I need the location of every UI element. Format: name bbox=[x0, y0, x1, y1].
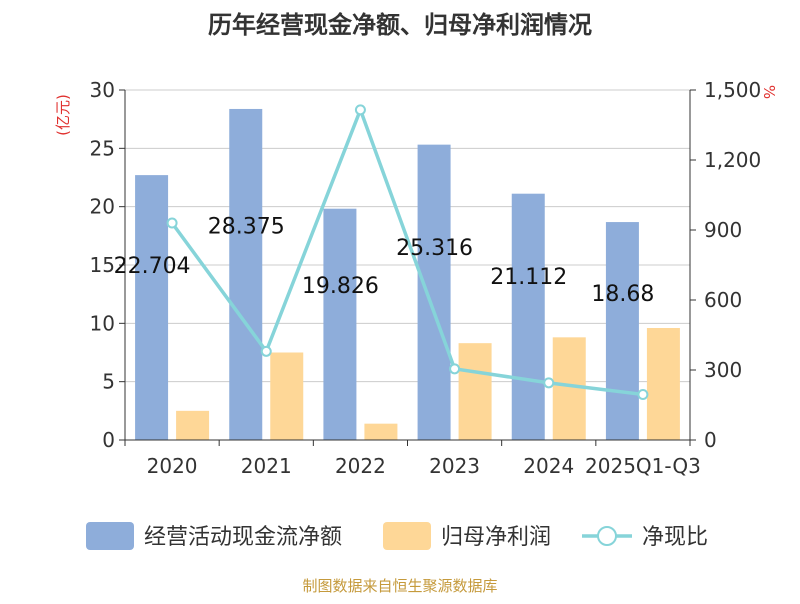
legend-label-cash-ratio: 净现比 bbox=[642, 525, 708, 550]
x-tick-label: 2024 bbox=[523, 454, 574, 478]
point-cash-ratio bbox=[354, 104, 366, 116]
line-layer bbox=[166, 104, 649, 400]
right-tick-label: 1,500 bbox=[704, 78, 761, 102]
right-tick-label: 900 bbox=[704, 218, 742, 242]
left-tick-label: 15 bbox=[90, 253, 115, 277]
legend-swatch-net-profit bbox=[383, 522, 431, 550]
labels-layer: 22.704 28.375 19.826 25.316 21.112 18.68 bbox=[114, 214, 655, 307]
right-tick-label: 600 bbox=[704, 288, 742, 312]
data-label-cashflow: 22.704 bbox=[114, 254, 191, 279]
left-axis-unit: (亿元) bbox=[54, 94, 72, 136]
left-tick-label: 5 bbox=[102, 370, 115, 394]
x-tick-label: 2022 bbox=[335, 454, 386, 478]
bar-cashflow bbox=[229, 108, 263, 440]
data-label-cashflow: 19.826 bbox=[302, 274, 379, 299]
point-cash-ratio bbox=[166, 217, 178, 229]
data-label-cashflow: 28.375 bbox=[208, 214, 285, 239]
left-tick-label: 0 bbox=[102, 428, 115, 452]
left-tick-label: 25 bbox=[90, 136, 115, 160]
bars-layer bbox=[135, 108, 680, 440]
bar-net-profit bbox=[270, 352, 304, 440]
line-cash-ratio bbox=[170, 104, 644, 397]
x-tick-label: 2021 bbox=[241, 454, 292, 478]
bar-cashflow bbox=[605, 222, 639, 440]
legend-label-cashflow: 经营活动现金流净额 bbox=[144, 525, 342, 550]
x-tick-label: 2020 bbox=[147, 454, 198, 478]
data-label-cashflow: 21.112 bbox=[490, 265, 567, 290]
right-tick-label: 300 bbox=[704, 358, 742, 382]
point-cash-ratio bbox=[260, 345, 272, 357]
bar-net-profit bbox=[458, 343, 492, 440]
point-cash-ratio bbox=[543, 377, 555, 389]
legend-marker-line bbox=[597, 526, 617, 546]
right-axis-unit: % bbox=[760, 85, 778, 99]
left-tick-label: 20 bbox=[90, 195, 115, 219]
bar-net-profit bbox=[552, 337, 586, 440]
source-text: 制图数据来自恒生聚源数据库 bbox=[302, 577, 497, 595]
bar-net-profit bbox=[646, 328, 680, 440]
left-tick-label: 30 bbox=[90, 78, 115, 102]
x-tick-label: 2023 bbox=[429, 454, 480, 478]
bar-net-profit bbox=[176, 410, 210, 440]
chart-title: 历年经营现金净额、归母净利润情况 bbox=[208, 11, 592, 39]
bar-cashflow bbox=[135, 175, 169, 440]
legend-swatch-cashflow bbox=[86, 522, 134, 550]
legend: 经营活动现金流净额 归母净利润 净现比 bbox=[86, 522, 708, 550]
right-tick-label: 1,200 bbox=[704, 148, 761, 172]
bar-net-profit bbox=[364, 423, 398, 440]
left-tick-label: 10 bbox=[90, 311, 115, 335]
point-cash-ratio bbox=[637, 389, 649, 400]
bar-cashflow bbox=[323, 208, 357, 440]
data-label-cashflow: 18.68 bbox=[591, 282, 654, 307]
legend-label-net-profit: 归母净利润 bbox=[441, 525, 551, 550]
x-tick-label: 2025Q1-Q3 bbox=[585, 454, 701, 478]
grid-layer bbox=[125, 89, 690, 383]
point-cash-ratio bbox=[449, 363, 461, 375]
bar-cashflow bbox=[417, 144, 451, 440]
right-tick-label: 0 bbox=[704, 428, 717, 452]
bar-cashflow bbox=[511, 193, 545, 440]
data-label-cashflow: 25.316 bbox=[396, 236, 473, 261]
